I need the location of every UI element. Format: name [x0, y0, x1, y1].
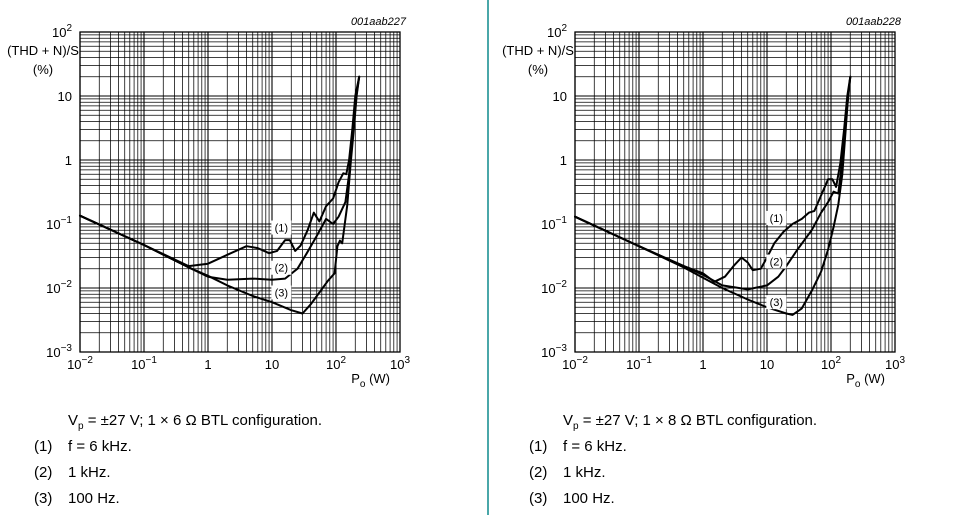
x-axis-label: Po (W)	[351, 371, 390, 390]
plot-frame	[79, 31, 401, 353]
x-tick-label: 103	[885, 355, 905, 372]
y-tick-label: 10−2	[46, 279, 72, 296]
grid	[79, 32, 400, 353]
annotation-bg	[271, 285, 292, 300]
annotation-bg	[271, 220, 292, 235]
chart-panel-left: 10−2 10−1 1 10 102 103 10−3 10−2 10−1 1 10 102 (THD …	[0, 0, 483, 515]
x-tick-label: 10−2	[562, 355, 588, 372]
legend-item-1: (1) f = 6 kHz.	[34, 438, 132, 455]
grid	[574, 32, 895, 353]
thd-chart-8-ohm: 10−2 10−1 1 10 102 10310−310−210−1110102(THD …	[502, 16, 905, 390]
y-axis-unit: (%)	[33, 62, 53, 77]
x-tick-label: 10	[760, 357, 774, 372]
chart-code: 001aab228	[846, 16, 902, 28]
y-axis-label: (THD + N)/S	[502, 43, 574, 58]
y-tick-labels: 10−3 10−2 10−1 1 10 102	[46, 23, 72, 360]
series-annotation-3: (3)	[275, 288, 288, 300]
x-tick-label: 102	[821, 355, 841, 372]
x-tick-labels: 10−2 10−1 1 10 102 103	[562, 355, 905, 372]
legend-item-3: (3) 100 Hz.	[34, 490, 120, 507]
y-tick-label: 10−2	[541, 279, 567, 296]
legend-item-2: (2) 1 kHz.	[529, 464, 606, 481]
series-annotation-1: (1)	[275, 223, 288, 235]
series-annotation-1: (1)	[770, 213, 783, 225]
series-line-2	[574, 75, 852, 291]
series-line-3	[574, 75, 852, 316]
y-tick-label: 10	[553, 89, 567, 104]
y-tick-labels: 10−3 10−2 10−1 1 10 102	[541, 23, 567, 360]
legend-item-3: (3) 100 Hz.	[529, 490, 615, 507]
y-tick-label: 10−3	[541, 343, 567, 360]
panel-divider	[487, 0, 489, 515]
y-tick-label: 102	[547, 23, 567, 40]
y-tick-label: 102	[52, 23, 72, 40]
series-annotation-3: (3)	[770, 297, 783, 309]
annotation-bg	[766, 254, 787, 269]
x-tick-label: 1	[204, 357, 211, 372]
legend-item-2: (2) 1 kHz.	[34, 464, 111, 481]
y-tick-label: 10−1	[46, 215, 72, 232]
x-tick-label: 10−1	[626, 355, 652, 372]
series-line-3	[79, 75, 361, 315]
x-tick-label: 10−1	[131, 355, 157, 372]
y-tick-label: 10	[58, 89, 72, 104]
y-axis-label: (THD + N)/S	[7, 43, 79, 58]
x-tick-label: 10−2	[67, 355, 93, 372]
chart-caption: Vp = ±27 V; 1 × 8 Ω BTL configuration.	[563, 412, 818, 432]
y-tick-label: 10−1	[541, 215, 567, 232]
annotation-bg	[766, 295, 787, 310]
chart-panel-right: 10−2 10−1 1 10 102 103 10−3 10−2 10−1 1 10 102 (THD …	[495, 0, 967, 515]
annotation-bg	[766, 210, 787, 225]
annotation-bg	[271, 260, 292, 275]
x-tick-label: 10	[265, 357, 279, 372]
series-line-1	[79, 75, 361, 268]
series-annotation-2: (2)	[770, 257, 783, 269]
y-tick-label: 1	[65, 153, 72, 168]
x-tick-label: 1	[699, 357, 706, 372]
y-tick-label: 1	[560, 153, 567, 168]
x-tick-labels: 10−2 10−1 1 10 102 103	[67, 355, 410, 372]
y-axis-unit: (%)	[528, 62, 548, 77]
chart-caption: Vp = ±27 V; 1 × 6 Ω BTL configuration.	[68, 412, 323, 432]
x-tick-label: 102	[326, 355, 346, 372]
thd-chart-6-ohm: 10−2 10−1 1 10 102 10310−310−210−1110102(THD …	[7, 16, 410, 390]
x-axis-label: Po (W)	[846, 371, 885, 390]
y-tick-label: 10−3	[46, 343, 72, 360]
series-annotation-2: (2)	[275, 263, 288, 275]
x-tick-label: 103	[390, 355, 410, 372]
plot-frame	[574, 31, 896, 353]
legend-item-1: (1) f = 6 kHz.	[529, 438, 627, 455]
chart-code: 001aab227	[351, 16, 407, 28]
